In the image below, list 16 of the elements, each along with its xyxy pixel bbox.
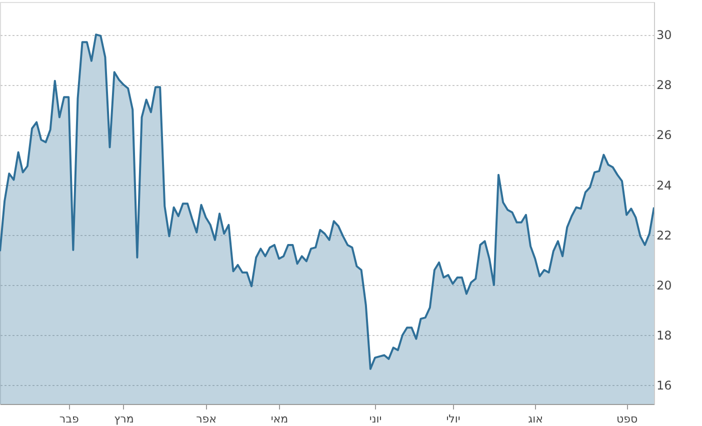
- x-tick-label: יולי: [446, 412, 460, 426]
- y-tick-label: 18: [656, 328, 672, 343]
- y-tick-label: 28: [656, 78, 672, 92]
- x-tick-label: מרץ: [114, 412, 134, 426]
- x-tick-label: ספט: [616, 412, 638, 426]
- x-tick-label: אוג: [528, 412, 544, 426]
- y-tick-label: 16: [656, 378, 672, 393]
- x-tick-label: פבר: [59, 412, 79, 426]
- y-tick-label: 22: [656, 228, 672, 242]
- x-tick-label: מאי: [270, 412, 288, 426]
- y-tick-label: 30: [656, 28, 672, 42]
- x-tick-label: יוני: [369, 412, 382, 426]
- y-tick-label: 26: [656, 128, 672, 142]
- y-tick-label: 20: [656, 278, 672, 293]
- x-tick-label: אפר: [196, 412, 217, 426]
- y-tick-label: 24: [656, 178, 672, 192]
